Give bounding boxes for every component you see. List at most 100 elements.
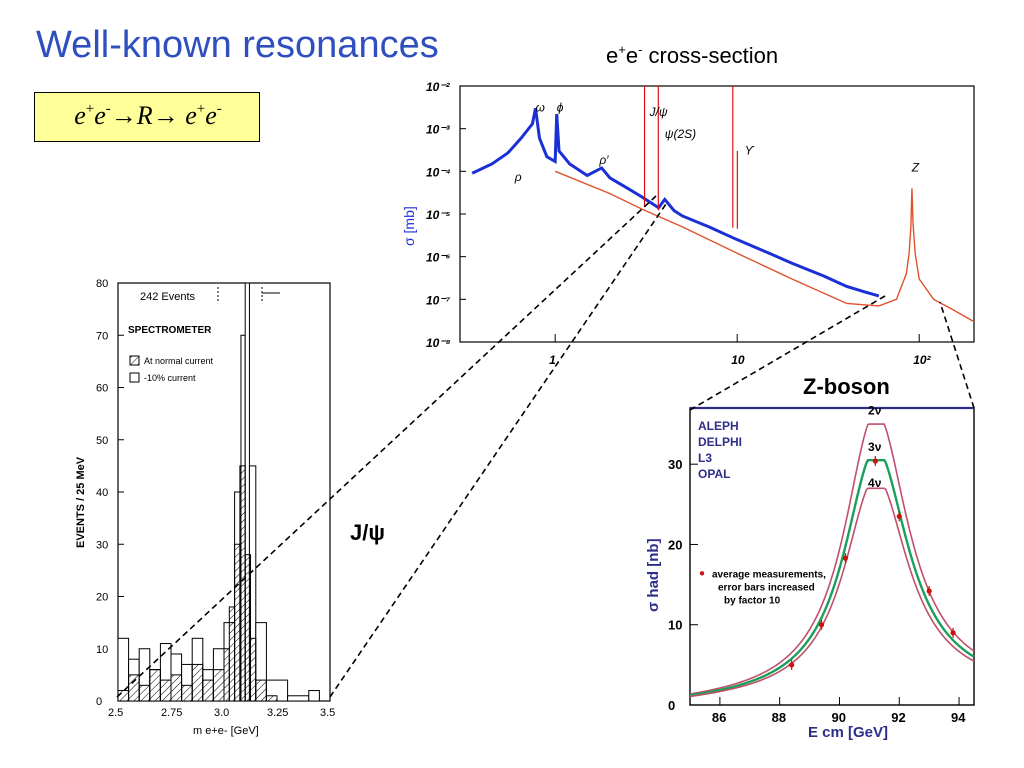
y-tick-label: 10⁻⁵ xyxy=(426,208,451,222)
z-curves xyxy=(689,423,975,698)
x-tick-label: 88 xyxy=(772,710,786,725)
cross-section-caption: e+e- cross-section xyxy=(606,42,779,68)
cross-section-x-ticks: 1 10 10² xyxy=(549,334,932,367)
legend-minus-current: -10% current xyxy=(144,373,196,383)
resonance-label: ρ′ xyxy=(598,153,609,167)
x-tick-label: 86 xyxy=(712,710,726,725)
y-tick-label: 30 xyxy=(96,539,108,551)
z-x-ticks: 86 88 90 92 94 xyxy=(712,697,966,725)
histogram-bar-hatched xyxy=(212,669,225,702)
histogram-bar-hatched xyxy=(234,543,241,702)
y-tick-label: 20 xyxy=(668,537,682,552)
y-tick-label: 0 xyxy=(96,696,102,708)
resonance-label: ψ(2S) xyxy=(665,127,696,141)
histogram-bars xyxy=(117,282,320,702)
connector-z-right xyxy=(939,301,975,409)
x-tick-label: 3.25 xyxy=(267,707,288,719)
resonance-label: ϕ xyxy=(557,101,564,115)
connector-z-left xyxy=(689,295,886,411)
x-tick-label: 2.5 xyxy=(108,707,123,719)
y-tick-label: 10⁻⁸ xyxy=(426,336,451,350)
experiment-name: OPAL xyxy=(698,467,730,481)
x-tick-label: 94 xyxy=(951,710,966,725)
z-frame xyxy=(689,407,975,706)
y-tick-label: 10 xyxy=(96,644,108,656)
annotation-line: by factor 10 xyxy=(724,595,781,606)
z-curve xyxy=(689,458,975,697)
annotation-marker xyxy=(699,571,705,576)
histogram-bar-hatched xyxy=(223,648,230,702)
legend-open-swatch xyxy=(129,372,140,383)
curve-label: 3ν xyxy=(868,440,882,454)
reaction-formula: e+e-→R→ e+e- xyxy=(74,101,222,130)
jpsi-caption: J/ψ xyxy=(350,520,385,545)
histogram-bar-hatched xyxy=(159,679,172,702)
legend-normal-current: At normal current xyxy=(144,356,214,366)
histogram-y-label: EVENTS / 25 MeV xyxy=(75,456,87,548)
connector-jpsi-left xyxy=(116,195,657,698)
histogram-title: 242 Events xyxy=(140,291,196,303)
histogram-bar-hatched xyxy=(128,674,140,702)
slide-title: Well-known resonances xyxy=(36,24,439,66)
resonance-label: ϒ xyxy=(745,143,755,157)
z-curve-labels: 2ν 3ν 4ν xyxy=(868,404,882,490)
z-x-label: E cm [GeV] xyxy=(808,724,888,741)
experiment-name: DELPHI xyxy=(698,435,742,449)
y-tick-label: 40 xyxy=(96,487,108,499)
x-tick-label: 3.0 xyxy=(214,707,229,719)
resonance-labels: ω ϕ ρ ρ′ J/ψ ψ(2S) ϒ Z xyxy=(514,101,920,184)
histogram-bar-hatched xyxy=(244,554,251,702)
z-boson-chart: 0 10 20 30 86 88 90 92 94 ALEPH DELPHI L3 OPAL 2ν 3… xyxy=(645,404,975,741)
y-tick-label: 10⁻⁴ xyxy=(426,165,451,179)
y-tick-label: 10⁻³ xyxy=(426,123,451,137)
z-y-ticks: 0 10 20 30 xyxy=(668,457,698,713)
histogram-x-label: m e+e- [GeV] xyxy=(193,725,259,737)
annotation-line: error bars increased xyxy=(718,582,815,593)
z-curve xyxy=(689,423,975,695)
cross-section-y-label: σ [mb] xyxy=(401,206,417,246)
histogram-panel-label: SPECTROMETER xyxy=(128,325,212,336)
x-tick-label: 90 xyxy=(831,710,845,725)
data-series-theory xyxy=(554,170,975,323)
x-tick-label: 10² xyxy=(913,353,931,367)
cross-section-chart: 10⁻² 10⁻³ 10⁻⁴ 10⁻⁵ 10⁻⁶ 10⁻⁷ 10⁻⁸ 1 10 10² ω ϕ ρ ρ… xyxy=(401,80,975,367)
x-tick-label: 2.75 xyxy=(161,707,182,719)
z-annotation: average measurements, error bars increase… xyxy=(699,569,826,606)
histogram-bar-hatched xyxy=(149,669,161,702)
y-tick-label: 30 xyxy=(668,457,682,472)
histogram-bar-hatched xyxy=(255,679,267,702)
experiment-name: ALEPH xyxy=(698,419,739,433)
zoom-connectors xyxy=(116,195,975,698)
y-tick-label: 10⁻² xyxy=(426,80,451,94)
y-tick-label: 20 xyxy=(96,592,108,604)
resonance-label: ρ xyxy=(514,170,522,184)
y-tick-label: 70 xyxy=(96,330,108,342)
histogram-bar-hatched xyxy=(239,465,246,702)
x-tick-label: 10 xyxy=(731,353,745,367)
annotation-line: average measurements, xyxy=(712,569,826,580)
histogram-bar-open xyxy=(287,695,310,702)
histogram-bar-hatched xyxy=(170,674,183,702)
y-tick-label: 80 xyxy=(96,278,108,290)
histogram-bar-hatched xyxy=(138,684,151,702)
resonance-label: Z xyxy=(911,160,920,174)
cross-section-y-ticks: 10⁻² 10⁻³ 10⁻⁴ 10⁻⁵ 10⁻⁶ 10⁻⁷ 10⁻⁸ xyxy=(426,80,466,350)
resonance-label: ω xyxy=(536,101,545,115)
y-tick-label: 10⁻⁷ xyxy=(426,293,451,307)
z-measurements xyxy=(789,455,956,670)
y-tick-label: 60 xyxy=(96,383,108,395)
histogram-bar-hatched xyxy=(191,663,204,702)
histogram-bar-hatched xyxy=(250,637,257,702)
legend-hatched-swatch xyxy=(129,355,140,366)
z-boson-caption: Z-boson xyxy=(803,374,890,399)
experiment-list: ALEPH DELPHI L3 OPAL xyxy=(698,419,742,481)
y-tick-label: 50 xyxy=(96,435,108,447)
histogram-bar-open xyxy=(308,690,320,702)
histogram-bar-hatched xyxy=(265,695,278,702)
cross-section-series xyxy=(471,86,975,323)
experiment-name: L3 xyxy=(698,451,712,465)
reaction-box: e+e-→R→ e+e- xyxy=(34,92,260,142)
histogram-bar-hatched xyxy=(181,684,193,702)
z-y-label: σ had [nb] xyxy=(645,538,662,612)
